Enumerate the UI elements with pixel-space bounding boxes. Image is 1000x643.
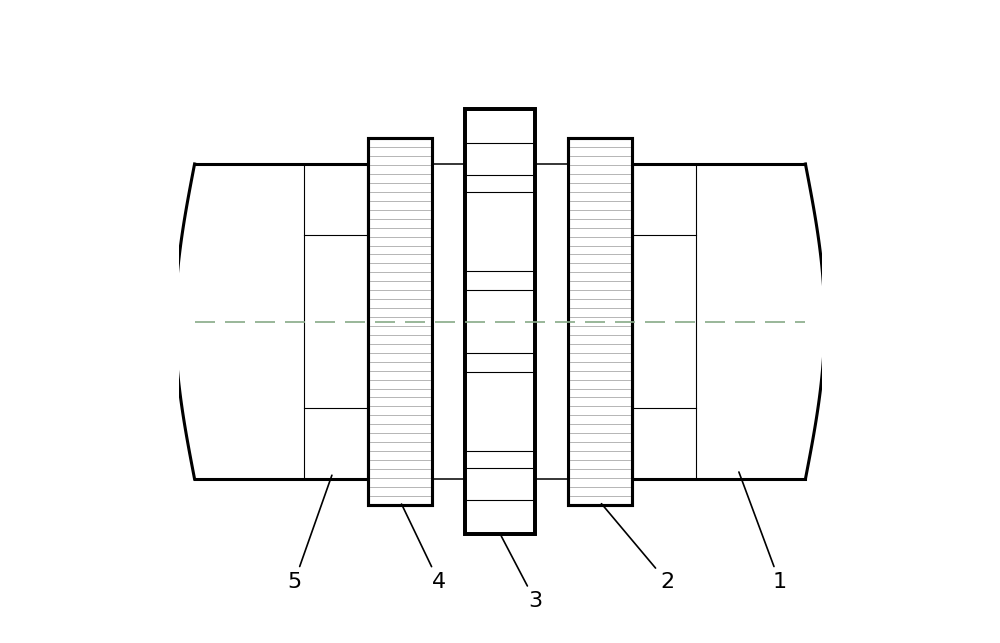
Bar [535,164,568,479]
Bar [432,164,465,479]
Text: 3: 3 [501,536,542,611]
Bar [368,138,432,505]
Text: 2: 2 [601,503,674,592]
Text: 5: 5 [287,475,332,592]
Bar [368,138,432,505]
Bar [465,109,535,534]
Text: 1: 1 [739,472,787,592]
Bar [568,138,632,505]
Polygon shape [175,164,368,479]
Polygon shape [632,164,825,479]
Text: 4: 4 [402,504,446,592]
Bar [465,109,535,534]
Bar [568,138,632,505]
